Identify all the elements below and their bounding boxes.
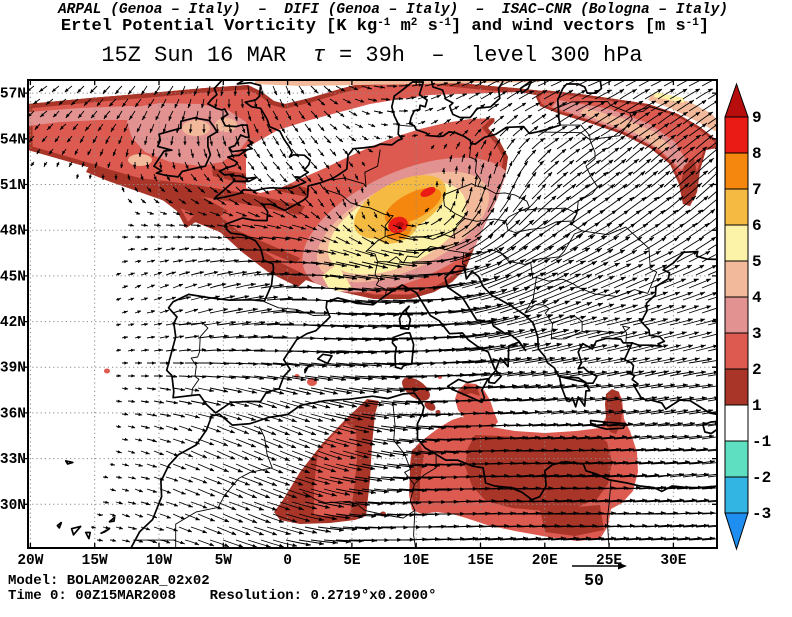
svg-text:6: 6 (752, 217, 762, 235)
svg-text:5: 5 (752, 253, 762, 271)
svg-text:15W: 15W (82, 553, 108, 569)
svg-text:42N: 42N (0, 315, 26, 331)
svg-text:Time 0: 00Z15MAR2008 Resolu: Time 0: 00Z15MAR2008 Resolution: 0.2719°… (8, 588, 436, 604)
svg-text:20W: 20W (17, 553, 43, 569)
svg-text:15E: 15E (467, 553, 493, 569)
svg-text:2: 2 (752, 361, 762, 379)
svg-text:30N: 30N (0, 498, 26, 514)
svg-text:Model: BOLAM2002AR_02x02: Model: BOLAM2002AR_02x02 (8, 573, 210, 589)
svg-text:8: 8 (752, 145, 762, 163)
svg-text:Ertel Potential Vorticity [K k: Ertel Potential Vorticity [K kg-1 m2 s-1… (61, 17, 709, 36)
svg-text:20E: 20E (532, 553, 558, 569)
svg-text:57N: 57N (0, 87, 26, 103)
svg-text:ARPAL (Genoa – Italy) – DIFI: ARPAL (Genoa – Italy) – DIFI (Genoa – It… (57, 2, 728, 18)
svg-text:54N: 54N (0, 132, 26, 148)
svg-text:50: 50 (584, 571, 604, 590)
svg-text:-2: -2 (752, 469, 771, 487)
svg-text:10W: 10W (146, 553, 172, 569)
svg-text:51N: 51N (0, 178, 26, 194)
svg-text:-1: -1 (752, 433, 771, 451)
svg-text:48N: 48N (0, 224, 26, 240)
svg-text:45N: 45N (0, 269, 26, 285)
svg-text:3: 3 (752, 325, 762, 343)
svg-text:39N: 39N (0, 361, 26, 377)
svg-text:0: 0 (283, 553, 292, 569)
svg-text:25E: 25E (596, 553, 622, 569)
svg-text:5E: 5E (343, 553, 361, 569)
svg-text:7: 7 (752, 181, 762, 199)
svg-text:-3: -3 (752, 505, 771, 523)
svg-text:1: 1 (752, 397, 762, 415)
svg-text:30E: 30E (660, 553, 686, 569)
svg-text:36N: 36N (0, 406, 26, 422)
svg-text:4: 4 (752, 289, 762, 307)
svg-text:10E: 10E (403, 553, 429, 569)
svg-text:15Z Sun 16 MAR τ = 39h – le: 15Z Sun 16 MAR τ = 39h – level 300 hPa (101, 43, 642, 68)
svg-text:33N: 33N (0, 452, 26, 468)
svg-text:9: 9 (752, 109, 762, 127)
svg-text:5W: 5W (215, 553, 233, 569)
